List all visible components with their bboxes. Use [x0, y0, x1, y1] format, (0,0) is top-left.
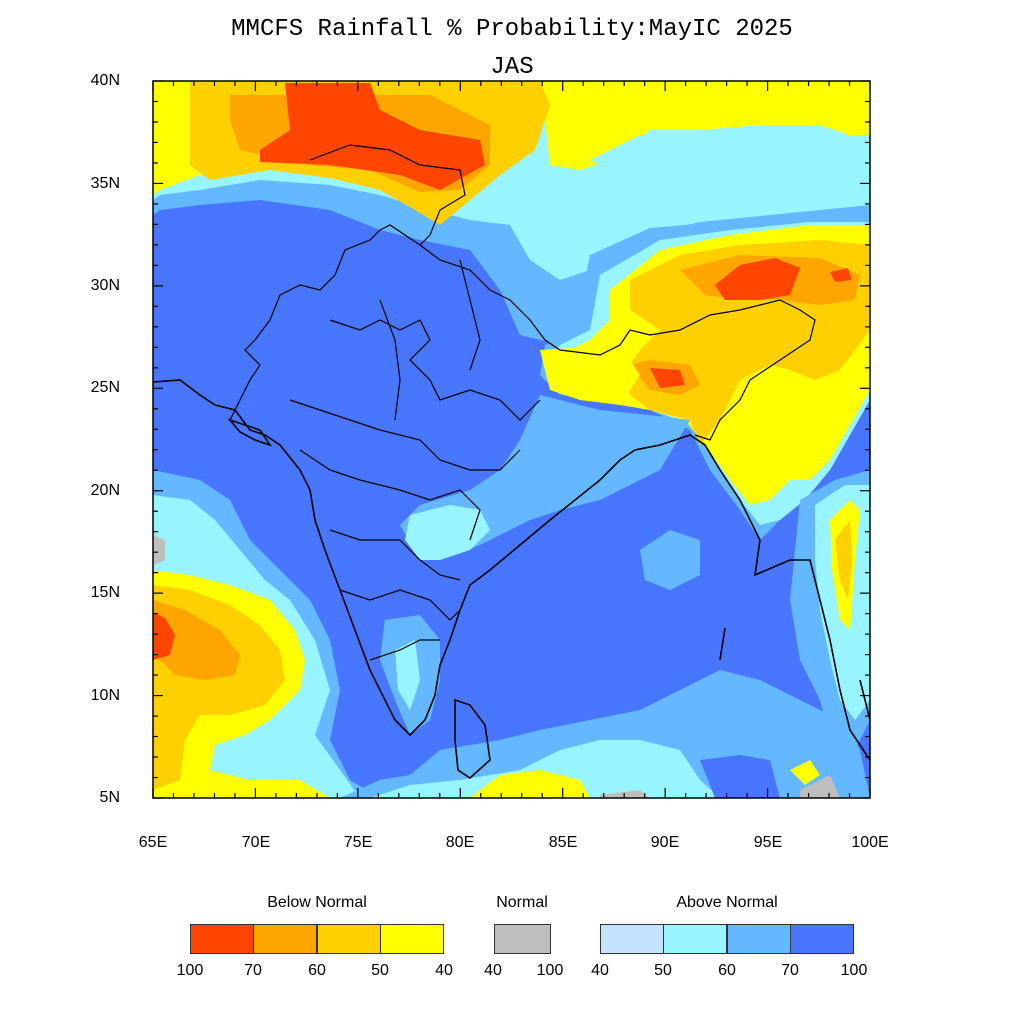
region-normal-se: [800, 775, 840, 798]
x-tick-label: 100E: [851, 834, 889, 851]
state-line-4: [329, 529, 461, 581]
axis-ticks: [152, 80, 871, 799]
x-tick-label: 65E: [138, 834, 168, 851]
legend-below-normal-title: Below Normal: [267, 894, 367, 911]
x-tick-label: 85E: [548, 834, 578, 851]
legend-above-swatch: [600, 924, 664, 954]
region-above-60-70-bay: [640, 530, 700, 590]
region-below-50-60-east: [835, 520, 852, 600]
x-tick-label: 75E: [343, 834, 373, 851]
region-below-70-100-north: [260, 83, 485, 190]
region-below-40-50-se: [790, 760, 820, 785]
legend-above-swatch: [727, 924, 791, 954]
gujarat-gulf: [227, 418, 272, 447]
legend-below-swatch: [190, 924, 254, 954]
legend-below-swatch: [380, 924, 444, 954]
x-tick-label: 90E: [650, 834, 680, 851]
legend-normal-tick: 100: [536, 962, 564, 979]
legend-below-tick: 50: [371, 962, 389, 979]
legend-below-tick: 60: [308, 962, 326, 979]
region-above-50-60-south: [370, 740, 720, 798]
andaman-line: [719, 627, 726, 661]
region-normal-west: [153, 535, 165, 565]
region-above-50-60-north-pocket: [590, 135, 720, 170]
india-northeast-boundary: [419, 244, 816, 441]
state-line-6: [369, 639, 440, 661]
legend-above-tick: 40: [591, 962, 609, 979]
y-tick-label: 30N: [90, 277, 120, 294]
region-below-70-100-ne-3: [650, 368, 685, 388]
legend-above-swatch: [790, 924, 854, 954]
state-line-2: [289, 399, 521, 471]
legend-above-tick: 60: [718, 962, 736, 979]
region-below-40-50-south: [470, 770, 590, 798]
legend-below-swatch: [317, 924, 381, 954]
y-tick-label: 35N: [90, 175, 120, 192]
y-tick-label: 10N: [90, 687, 120, 704]
y-tick-label: 15N: [90, 584, 120, 601]
y-tick-label: 40N: [90, 72, 120, 89]
state-line-8: [459, 259, 481, 371]
india-north-boundary: [229, 144, 466, 421]
region-above-50-60-central: [405, 505, 490, 560]
legend-below-swatch: [253, 924, 317, 954]
state-boundaries: [229, 144, 816, 661]
state-line-1: [329, 319, 541, 421]
map-title: MMCFS Rainfall % Probability:MayIC 2025: [231, 16, 793, 43]
map-subtitle: JAS: [490, 54, 534, 81]
probability-field: [153, 81, 870, 798]
legend-normal-title: Normal: [496, 894, 548, 911]
legend-below-tick: 40: [435, 962, 453, 979]
region-above-70-100-south: [700, 755, 780, 798]
region-below-60-70-west: [153, 600, 240, 680]
legend-above-tick: 70: [781, 962, 799, 979]
legend-above-swatch: [663, 924, 727, 954]
state-line-7: [379, 299, 401, 421]
region-above-50-60-sw: [395, 640, 420, 710]
legend-below-tick: 70: [244, 962, 262, 979]
sri-lanka-outline: [454, 698, 491, 780]
x-tick-label: 95E: [753, 834, 783, 851]
region-normal-south: [600, 790, 650, 798]
x-tick-label: 70E: [241, 834, 271, 851]
plot-frame: [152, 80, 871, 799]
x-tick-label: 80E: [445, 834, 475, 851]
region-below-70-100-ne: [715, 258, 800, 300]
legend-normal-tick: 40: [484, 962, 502, 979]
region-below-40-50-east: [540, 345, 640, 405]
legend-above-normal-title: Above Normal: [676, 894, 778, 911]
y-tick-label: 25N: [90, 379, 120, 396]
malay-coast: [859, 679, 870, 721]
region-below-70-100-ne-2: [830, 268, 852, 282]
legend-below-tick: 100: [176, 962, 204, 979]
state-line-5: [339, 589, 461, 621]
y-tick-label: 5N: [99, 789, 120, 806]
legend-normal-swatch: [494, 924, 551, 954]
legend-above-tick: 100: [840, 962, 868, 979]
y-tick-label: 20N: [90, 482, 120, 499]
state-line-3: [299, 449, 481, 541]
legend-above-tick: 50: [654, 962, 672, 979]
region-below-70-100-west: [153, 612, 175, 660]
